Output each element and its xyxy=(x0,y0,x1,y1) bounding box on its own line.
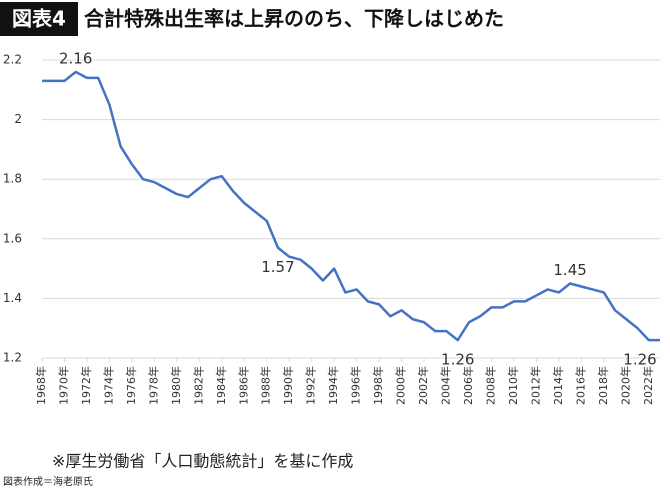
x-tick-label: 2000年 xyxy=(394,366,408,405)
y-tick-label: 1.4 xyxy=(3,291,22,305)
y-tick-label: 2 xyxy=(14,112,22,126)
x-tick-label: 1974年 xyxy=(101,366,115,405)
x-tick-label: 1986年 xyxy=(236,366,250,405)
line xyxy=(42,70,660,342)
x-tick-label: 1998年 xyxy=(371,366,385,405)
x-tick-label: 2004年 xyxy=(439,366,453,405)
data-label: 1.45 xyxy=(553,261,586,279)
x-tick-label: 1976年 xyxy=(124,366,138,405)
x-tick-label: 1982年 xyxy=(191,366,205,405)
x-tick-label: 2020年 xyxy=(618,366,632,405)
x-tick-label: 2022年 xyxy=(641,366,655,405)
x-tick-label: 1968年 xyxy=(34,366,48,405)
badge-box xyxy=(0,2,78,36)
chart-title: 合計特殊出生率は上昇ののち、下降しはじめた xyxy=(84,7,504,31)
x-tick-label: 1992年 xyxy=(304,366,318,405)
x-tick-label: 1996年 xyxy=(349,366,363,405)
note: ※厚生労働省「人口動態統計」を基に作成 xyxy=(52,452,353,471)
x-tick-label: 2008年 xyxy=(483,366,497,405)
y-tick-label: 2.2 xyxy=(3,53,22,67)
data-label: 2.16 xyxy=(59,49,92,67)
x-tick-label: 1970年 xyxy=(56,366,70,405)
x-tick-label: 2010年 xyxy=(506,366,520,405)
x-tick-label: 1980年 xyxy=(169,366,183,405)
source: 図表作成＝海老原氏 xyxy=(3,475,93,488)
data-label: 1.57 xyxy=(261,258,294,276)
x-tick-label: 1972年 xyxy=(79,366,93,405)
y-tick-label: 1.6 xyxy=(3,231,22,245)
x-tick-label: 2006年 xyxy=(461,366,475,405)
y-tick-label: 1.8 xyxy=(3,172,22,186)
y-tick-label: 1.2 xyxy=(3,351,22,365)
x-tick-label: 2016年 xyxy=(573,366,587,405)
data-label: 1.26 xyxy=(623,351,656,369)
x-tick-label: 1984年 xyxy=(214,366,228,405)
x-tick-label: 1990年 xyxy=(281,366,295,405)
x-tick-label: 1978年 xyxy=(146,366,160,405)
x-tick-label: 2018年 xyxy=(596,366,610,405)
x-tick-label: 2002年 xyxy=(416,366,430,405)
x-tick-label: 1994年 xyxy=(326,366,340,405)
x-tick-label: 2012年 xyxy=(528,366,542,405)
data-label: 1.26 xyxy=(441,351,474,369)
x-tick-label: 2014年 xyxy=(551,366,565,405)
x-tick-label: 1988年 xyxy=(259,366,273,405)
badge: 図表4 xyxy=(12,7,66,31)
